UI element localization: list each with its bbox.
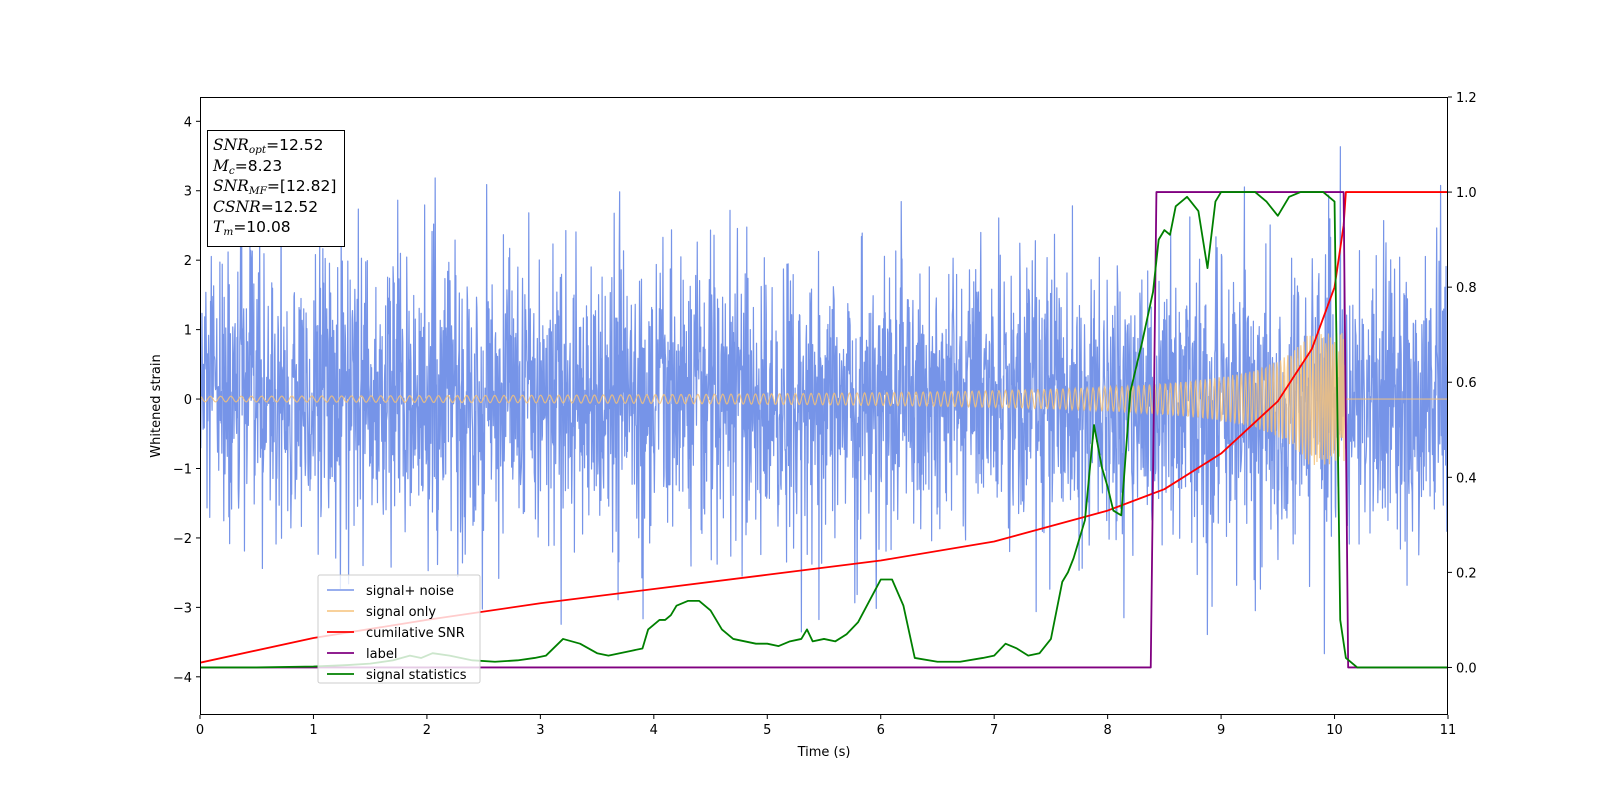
x-tick-label: 4 (650, 723, 658, 738)
legend-label: signal statistics (366, 668, 467, 683)
x-axis: 0 1 2 3 4 5 6 7 8 9 10 11 (196, 715, 1456, 738)
x-tick-label: 5 (763, 723, 771, 738)
chirp-mass-annotation: Mc=8.23 (213, 156, 283, 177)
series-layer (200, 146, 1448, 669)
y-right-tick-label: 0.8 (1456, 281, 1477, 296)
series-signal-statistics (200, 191, 1448, 669)
series-cumilative-snr (200, 191, 1448, 664)
x-tick-label: 7 (990, 723, 998, 738)
x-axis-label: Time (s) (797, 745, 851, 760)
y-left-tick-label: −2 (173, 532, 192, 547)
y-right-tick-label: 0.4 (1456, 471, 1477, 486)
legend-label: signal only (366, 605, 436, 620)
y-right-tick-label: 1.0 (1456, 186, 1477, 201)
x-tick-label: 2 (423, 723, 431, 738)
x-tick-label: 1 (309, 723, 317, 738)
y-axis-right: 0.0 0.2 0.4 0.6 0.8 1.0 1.2 (1448, 91, 1477, 676)
y-right-tick-label: 0.6 (1456, 376, 1477, 391)
x-tick-label: 8 (1103, 723, 1111, 738)
y-left-tick-label: 3 (184, 185, 192, 200)
y-left-tick-label: 2 (184, 254, 192, 269)
x-tick-label: 9 (1217, 723, 1225, 738)
y-left-tick-label: −4 (173, 671, 192, 686)
x-tick-label: 3 (536, 723, 544, 738)
legend-label: signal+ noise (366, 584, 454, 599)
x-tick-label: 10 (1326, 723, 1343, 738)
y-left-tick-label: −1 (173, 462, 192, 477)
y-left-tick-label: 0 (184, 393, 192, 408)
legend-label: label (366, 647, 397, 662)
y-right-tick-label: 0.0 (1456, 661, 1477, 676)
legend-label: cumilative SNR (366, 626, 465, 641)
legend-frame (317, 574, 481, 684)
annotation-box: SNRopt=12.52 Mc=8.23 SNRMF=[12.82] CSNR=… (207, 130, 345, 247)
x-tick-label: 11 (1440, 723, 1457, 738)
plot-frame (200, 97, 1448, 715)
y-axis-left: −4 −3 −2 −1 0 1 2 3 4 (173, 115, 200, 686)
y-left-tick-label: 4 (184, 115, 192, 130)
x-tick-label: 0 (196, 723, 204, 738)
csnr-annotation: CSNR=12.52 (213, 197, 319, 216)
y-left-tick-label: 1 (184, 324, 192, 339)
snr-mf-annotation: SNRMF=[12.82] (213, 177, 337, 197)
y-right-tick-label: 0.2 (1456, 566, 1477, 581)
y-right-tick-label: 1.2 (1456, 91, 1477, 106)
merger-time-annotation: Tm=10.08 (213, 218, 291, 238)
y-axis-label: Whitened strain (149, 354, 164, 457)
x-tick-label: 6 (877, 723, 885, 738)
y-left-tick-label: −3 (173, 601, 192, 616)
series-signal-only (200, 333, 1448, 465)
snr-opt-annotation: SNRopt=12.52 (213, 136, 324, 156)
series-signal-noise (200, 146, 1448, 655)
legend: signal+ noise signal only cumilative SNR la… (317, 574, 481, 684)
